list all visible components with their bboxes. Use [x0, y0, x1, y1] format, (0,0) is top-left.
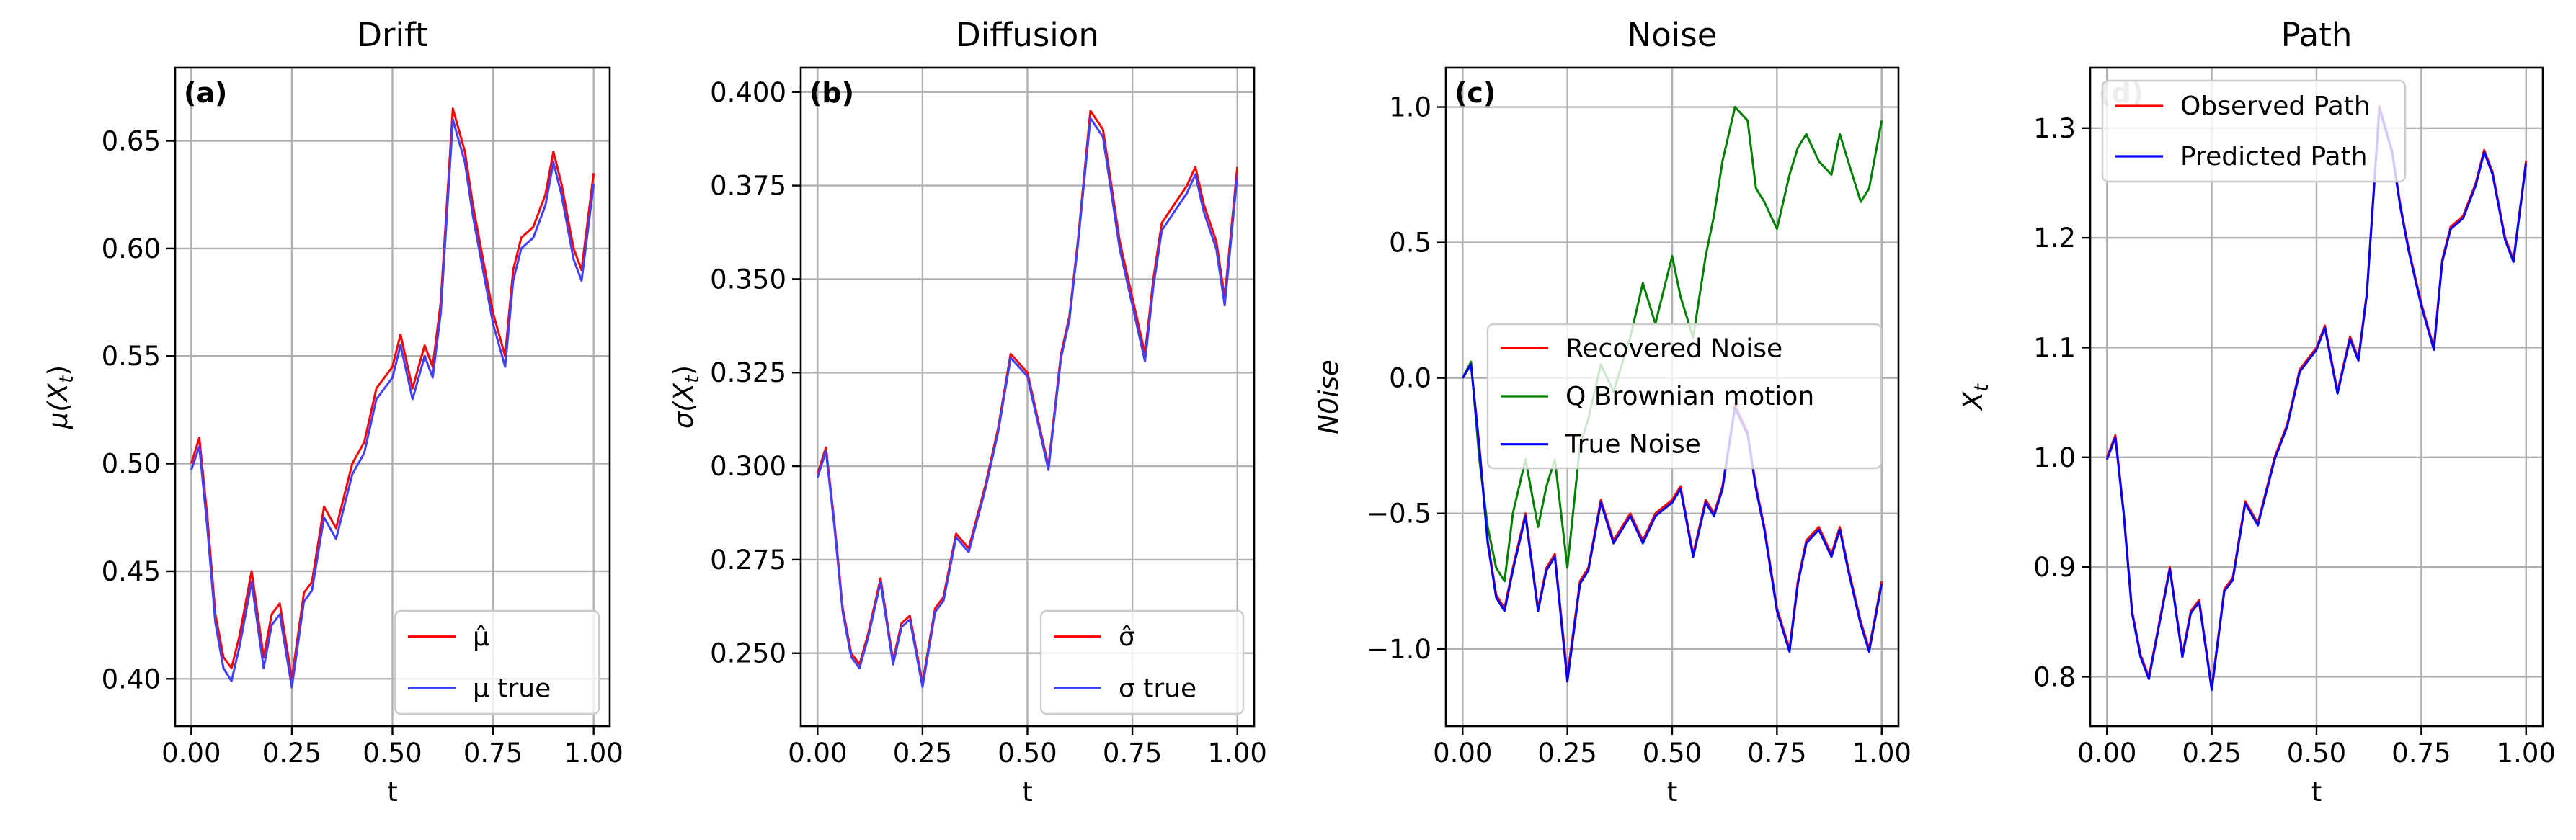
legend-label: σ true [1119, 674, 1196, 703]
x-tick-label: 1.00 [1208, 738, 1267, 769]
x-axis-label: t [387, 777, 398, 808]
series-line-predicted-path [2105, 107, 2528, 692]
panel-label: (b) [809, 77, 854, 109]
y-axis-label: σ(Xt) [668, 365, 703, 429]
x-axis-label: t [1022, 777, 1033, 808]
x-tick-label: 0.25 [1537, 738, 1596, 769]
x-tick-label: 0.00 [161, 738, 221, 769]
legend-box [2101, 79, 2407, 183]
panel-3: 0.00 0.25 0.50 0.75 1.00 −1.0 −0.5 0.0 0.5 1.0 Noi… [1313, 16, 1911, 808]
y-tick-label: 0.65 [102, 126, 161, 157]
y-axis-label-subscript: t [681, 375, 703, 383]
y-tick-label: 0.250 [710, 638, 786, 669]
series-line--true [816, 117, 1239, 688]
y-tick-label: 0.55 [102, 341, 161, 372]
legend-label: Observed Path [2180, 91, 2371, 121]
y-tick-label: −0.5 [1367, 499, 1431, 530]
x-tick-label: 0.75 [1103, 738, 1162, 769]
y-axis-label-end: ) [668, 365, 699, 375]
y-tick-label: 0.50 [102, 449, 161, 480]
legend-label: σ̂ [1119, 622, 1135, 652]
y-tick-label: 0.5 [1389, 228, 1431, 259]
x-tick-label: 0.75 [2391, 738, 2451, 769]
x-tick-label: 0.50 [998, 738, 1057, 769]
x-tick-label: 0.75 [463, 738, 523, 769]
chart-title: Drift [357, 16, 427, 54]
y-axis-label-main: σ(X [668, 382, 699, 429]
y-axis-label-end: ) [43, 365, 74, 375]
x-tick-label: 1.00 [1852, 738, 1911, 769]
y-axis-label: Xt [1958, 383, 1993, 411]
y-tick-label: 0.350 [710, 264, 786, 295]
y-tick-label: 1.2 [2033, 223, 2076, 254]
legend-label: Predicted Path [2180, 142, 2368, 171]
legend-label: μ true [473, 674, 551, 703]
chart-title: Noise [1627, 16, 1718, 54]
x-axis-label: t [1667, 777, 1678, 808]
y-axis-label: μ(Xt) [43, 365, 78, 429]
series-line-true-noise [1462, 363, 1883, 683]
y-tick-label: 0.300 [710, 451, 786, 482]
legend-label: μ̂ [473, 622, 489, 652]
y-tick-label: 0.9 [2033, 552, 2076, 583]
y-axis-label-main: μ(X [43, 382, 74, 429]
y-tick-label: 0.60 [102, 233, 161, 264]
y-axis-label-subscript: t [55, 375, 78, 383]
x-tick-label: 0.50 [2287, 738, 2346, 769]
series-line-q-brownian-motion [1461, 106, 1883, 583]
series-line--true [190, 118, 595, 689]
x-tick-label: 1.00 [2497, 738, 2556, 769]
y-axis-label: N0ise [1313, 359, 1344, 434]
legend-box [1486, 323, 1883, 470]
y-tick-label: 0.275 [710, 545, 786, 576]
panel-2: 0.00 0.25 0.50 0.75 1.00 0.250 0.275 0.300 0.325… [668, 16, 1267, 808]
y-tick-label: 0.45 [102, 556, 161, 587]
x-tick-label: 0.00 [2077, 738, 2136, 769]
y-tick-label: −1.0 [1367, 634, 1431, 665]
y-tick-label: 0.400 [710, 77, 786, 108]
y-tick-label: 0.325 [710, 357, 786, 388]
y-tick-label: 0.8 [2033, 661, 2076, 692]
y-tick-label: 1.3 [2033, 113, 2076, 144]
x-tick-label: 0.50 [1643, 738, 1702, 769]
panel-label: (c) [1454, 77, 1496, 109]
y-axis-label-subscript: t [1971, 383, 1993, 392]
x-tick-label: 0.25 [2182, 738, 2241, 769]
panel-1: 0.00 0.25 0.50 0.75 1.00 0.40 0.45 0.50 0.55 0.60… [43, 16, 623, 808]
y-tick-label: 1.0 [2033, 442, 2076, 473]
legend: Observed Path Predicted Path [2101, 79, 2407, 183]
x-tick-label: 0.00 [788, 738, 847, 769]
x-tick-label: 0.75 [1747, 738, 1806, 769]
y-axis-label-main: X [1958, 390, 1989, 411]
x-tick-label: 0.25 [262, 738, 321, 769]
series-line-- [190, 107, 595, 680]
y-tick-label: 0.0 [1389, 363, 1431, 394]
x-tick-label: 0.50 [363, 738, 422, 769]
x-tick-label: 1.00 [564, 738, 623, 769]
y-tick-label: 0.40 [102, 663, 161, 694]
chart-title: Diffusion [956, 16, 1099, 54]
x-tick-label: 0.00 [1433, 738, 1492, 769]
y-tick-label: 1.0 [1389, 92, 1431, 123]
panel-label: (a) [184, 77, 227, 109]
panel-4: 0.00 0.25 0.50 0.75 1.00 0.8 0.9 1.0 1.1 1.2 1.3 Pa… [1958, 16, 2556, 808]
y-axis-label-main: N0ise [1313, 359, 1344, 434]
legend: Recovered Noise Q Brownian motion True Noi… [1486, 323, 1883, 470]
x-tick-label: 0.25 [893, 738, 952, 769]
x-axis-label: t [2311, 777, 2322, 808]
y-tick-label: 1.1 [2033, 332, 2076, 363]
y-tick-label: 0.375 [710, 171, 786, 202]
legend: μ̂ μ true [394, 609, 600, 715]
legend-label: True Noise [1565, 430, 1701, 460]
legend: σ̂ σ true [1039, 609, 1245, 715]
legend-label: Recovered Noise [1565, 334, 1782, 363]
chart-title: Path [2281, 16, 2353, 54]
legend-label: Q Brownian motion [1565, 382, 1814, 411]
